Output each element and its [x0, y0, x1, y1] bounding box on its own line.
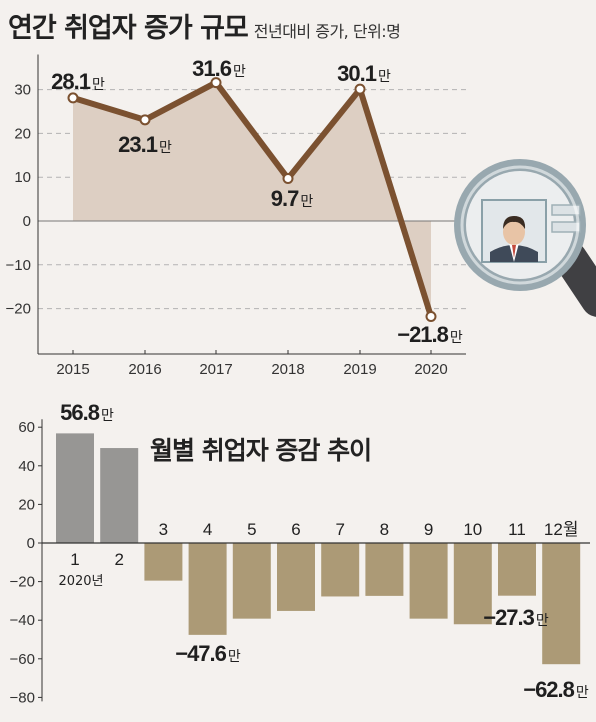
data-label: −21.8 만 — [397, 322, 463, 347]
category-label: 6 — [291, 520, 300, 539]
magnifier-handle — [553, 241, 596, 317]
data-point — [282, 173, 294, 185]
category-label: 4 — [203, 520, 212, 539]
y-tick-label: 40 — [18, 458, 35, 475]
data-label: −27.3 만 — [483, 605, 549, 630]
bar — [365, 543, 404, 596]
y-tick-label: 20 — [18, 496, 35, 513]
person-face — [503, 219, 525, 245]
category-label: 9 — [424, 520, 433, 539]
category-label: 3 — [159, 520, 168, 539]
category-label: 11 — [508, 520, 526, 539]
x-tick-label: 2018 — [271, 361, 304, 378]
category-label: 1 — [70, 550, 79, 569]
bar — [277, 543, 315, 611]
x-tick-label: 2016 — [128, 361, 161, 378]
bar — [232, 543, 271, 619]
y-tick-label: 60 — [18, 419, 35, 436]
data-point — [67, 92, 79, 104]
year-label: 2020년 — [58, 574, 103, 589]
x-tick-label: 2017 — [199, 361, 232, 378]
monthly-chart-title: 월별 취업자 증감 추이 — [150, 436, 371, 465]
chart-subtitle: 전년대비 증가, 단위:명 — [253, 22, 401, 41]
data-label: −47.6 만 — [175, 641, 241, 666]
data-label: 30.1 만 — [337, 61, 391, 86]
x-tick-label: 2020 — [414, 361, 447, 378]
bar — [144, 543, 183, 581]
bar — [56, 433, 94, 543]
annual-line-chart: 30 20 10 0 −10 −20 2015 2016 2017 2018 2019 2020 28.… — [6, 54, 466, 378]
magnifier-glint — [460, 165, 580, 285]
y-tick-label: 0 — [23, 213, 31, 230]
magnifier-doc-line-1 — [551, 204, 581, 216]
data-point — [139, 114, 151, 126]
y-tick-label: 10 — [14, 169, 31, 186]
bar — [542, 543, 581, 665]
bar — [453, 543, 492, 625]
area-fill — [73, 82, 431, 317]
person-hair — [503, 216, 526, 229]
data-label: 28.1 만 — [51, 69, 105, 94]
y-tick-label: −80 — [10, 689, 35, 706]
data-label: 9.7 만 — [271, 186, 314, 211]
bar — [321, 543, 360, 597]
data-label: 56.8 만 — [60, 400, 114, 425]
magnifier-illustration — [454, 159, 596, 317]
y-tick-label: 20 — [14, 125, 31, 142]
y-tick-label: −60 — [10, 651, 35, 668]
data-point — [354, 83, 366, 95]
category-label: 7 — [335, 520, 344, 539]
person-tie — [512, 245, 516, 258]
bar — [409, 543, 448, 619]
y-tick-label: −40 — [10, 612, 35, 629]
chart-title-block: 연간 취업자 증가 규모 전년대비 증가, 단위:명 — [8, 6, 401, 45]
y-tick-label: −20 — [10, 574, 35, 591]
data-point — [425, 310, 437, 322]
series-line — [70, 79, 434, 320]
chart-title: 연간 취업자 증가 규모 — [8, 13, 249, 44]
category-label: 8 — [380, 520, 389, 539]
data-label: 31.6 만 — [192, 56, 246, 81]
magnifier-doc-line-2 — [551, 221, 581, 233]
bar — [100, 448, 139, 543]
y-tick-label: 0 — [27, 535, 35, 552]
data-point — [210, 77, 222, 89]
category-label: 12월 — [544, 520, 579, 539]
y-tick-label: −20 — [6, 301, 31, 318]
category-label: 2 — [114, 550, 123, 569]
bar — [188, 543, 227, 635]
data-label: −62.8 만 — [523, 677, 589, 702]
category-label: 10 — [463, 520, 482, 539]
data-label: 23.1 만 — [118, 132, 172, 157]
category-label: 5 — [247, 520, 256, 539]
bar — [498, 543, 536, 596]
x-tick-label: 2019 — [343, 361, 376, 378]
monthly-bar-chart: 60 40 20 0 −20 −40 −60 −80 월별 취업자 증감 추이 1 2 3 4 5 6 7 8 9… — [10, 400, 590, 706]
y-tick-label: −10 — [6, 257, 31, 274]
y-tick-label: 30 — [14, 82, 31, 99]
x-tick-label: 2015 — [56, 361, 89, 378]
